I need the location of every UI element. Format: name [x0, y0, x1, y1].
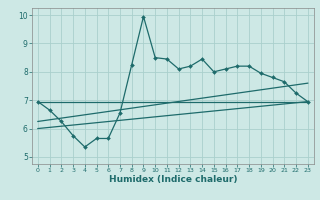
- X-axis label: Humidex (Indice chaleur): Humidex (Indice chaleur): [108, 175, 237, 184]
